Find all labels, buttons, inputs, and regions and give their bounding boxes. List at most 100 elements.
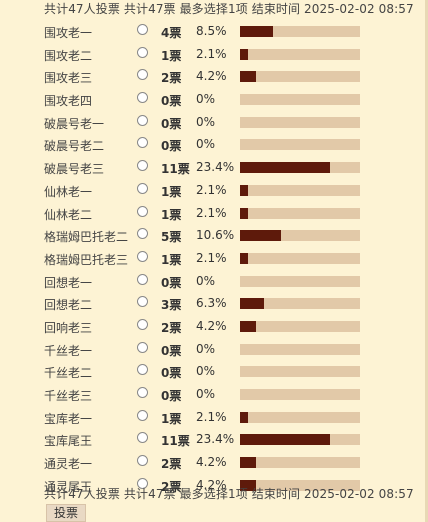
poll-option-label: 千丝老一	[44, 343, 93, 358]
poll-option-vote-count: 4票	[161, 26, 182, 40]
poll-option-row[interactable]: 围攻老二 1票 2.1%	[0, 43, 428, 66]
poll-option-row[interactable]: 千丝老三 0票 0%	[0, 383, 428, 406]
poll-option-bar-fill	[240, 252, 248, 264]
poll-option-row[interactable]: 格瑞姆巴托老三 1票 2.1%	[0, 247, 428, 270]
poll-option-radio[interactable]	[137, 24, 148, 35]
poll-option-radio[interactable]	[137, 137, 148, 149]
poll-option-row[interactable]: 宝库尾王 11票 23.4%	[0, 428, 428, 451]
poll-option-vote-count: 2票	[161, 320, 182, 335]
poll-option-bar-fill	[240, 457, 256, 469]
poll-option-label: 破晨号老一	[44, 116, 105, 131]
poll-option-label: 围攻老四	[44, 94, 93, 109]
poll-option-vote-count: 1票	[161, 252, 182, 267]
poll-option-percentage: 2.1%	[196, 409, 227, 424]
poll-option-percentage: 0%	[196, 273, 216, 288]
vote-button[interactable]: 投票	[46, 504, 87, 522]
poll-option-radio[interactable]	[137, 69, 148, 81]
poll-option-bar-track	[240, 479, 360, 491]
poll-option-bar-fill	[240, 162, 330, 174]
poll-option-radio[interactable]	[137, 228, 148, 240]
poll-option-bar-track	[240, 207, 360, 219]
poll-option-row[interactable]: 千丝老一 0票 0%	[0, 338, 428, 361]
poll-options-list: 围攻老一 4票 8.5% 围攻老二 1票 2.1% 围攻老三 2票 4.2% 围攻老四 0票 0% 破晨…	[0, 20, 428, 496]
poll-option-bar-fill	[240, 184, 248, 196]
poll-option-vote-count: 0票	[161, 116, 182, 131]
poll-option-label: 围攻老二	[44, 48, 93, 63]
poll-option-radio[interactable]	[137, 409, 148, 421]
poll-option-label: 宝库老一	[44, 411, 93, 426]
poll-option-bar-track	[240, 389, 360, 400]
poll-option-row[interactable]: 格瑞姆巴托老二 5票 10.6%	[0, 224, 428, 247]
poll-option-row[interactable]: 破晨号老一 0票 0%	[0, 111, 428, 134]
poll-option-vote-count: 11票	[161, 434, 190, 449]
poll-option-bar-track	[240, 230, 360, 242]
poll-option-label: 格瑞姆巴托老三	[44, 252, 129, 267]
poll-option-bar-fill	[240, 26, 273, 37]
poll-option-percentage: 0%	[196, 341, 216, 356]
poll-option-radio[interactable]	[137, 296, 148, 308]
poll-option-row[interactable]: 千丝老二 0票 0%	[0, 360, 428, 383]
poll-option-bar-track	[240, 298, 360, 310]
poll-option-radio[interactable]	[137, 182, 148, 194]
poll-option-vote-count: 0票	[161, 389, 182, 403]
page-edge-strip	[425, 0, 428, 522]
poll-option-radio[interactable]	[137, 205, 148, 217]
poll-option-radio[interactable]	[137, 273, 148, 285]
poll-option-label: 围攻老三	[44, 71, 93, 86]
poll-option-row[interactable]: 破晨号老二 0票 0%	[0, 133, 428, 156]
poll-option-radio[interactable]	[137, 341, 148, 353]
poll-option-vote-count: 2票	[161, 457, 182, 472]
poll-option-bar-track	[240, 116, 360, 128]
poll-option-label: 千丝老三	[44, 389, 93, 403]
poll-option-vote-count: 0票	[161, 139, 182, 154]
poll-option-row[interactable]: 破晨号老三 11票 23.4%	[0, 156, 428, 179]
poll-option-percentage: 10.6%	[196, 228, 235, 243]
poll-option-row[interactable]: 回响老三 2票 4.2%	[0, 315, 428, 338]
poll-option-radio[interactable]	[137, 250, 148, 262]
poll-option-radio[interactable]	[137, 387, 148, 398]
poll-option-row[interactable]: 围攻老四 0票 0%	[0, 88, 428, 111]
poll-option-row[interactable]: 仙林老二 1票 2.1%	[0, 202, 428, 225]
poll-option-percentage: 4.2%	[196, 455, 227, 470]
poll-option-bar-track	[240, 48, 360, 60]
poll-option-percentage: 2.1%	[196, 46, 227, 61]
poll-option-label: 格瑞姆巴托老二	[44, 230, 129, 245]
poll-option-label: 回想老二	[44, 298, 93, 313]
poll-option-bar-fill	[240, 479, 256, 491]
poll-option-vote-count: 1票	[161, 184, 182, 199]
poll-option-vote-count: 1票	[161, 411, 182, 426]
poll-option-vote-count: 0票	[161, 343, 182, 358]
poll-option-percentage: 23.4%	[196, 160, 235, 175]
poll-option-row[interactable]: 宝库老一 1票 2.1%	[0, 406, 428, 429]
poll-option-row[interactable]: 通灵老一 2票 4.2%	[0, 451, 428, 474]
poll-option-percentage: 8.5%	[196, 24, 227, 38]
poll-option-radio[interactable]	[137, 364, 148, 376]
poll-option-bar-fill	[240, 320, 256, 332]
poll-option-bar-track	[240, 275, 360, 287]
poll-option-bar-track	[240, 94, 360, 106]
poll-option-label: 通灵老一	[44, 457, 93, 472]
poll-option-radio[interactable]	[137, 92, 148, 104]
poll-option-radio[interactable]	[137, 318, 148, 330]
poll-option-row[interactable]: 回想老一 0票 0%	[0, 270, 428, 293]
poll-option-bar-track	[240, 457, 360, 469]
poll-option-percentage: 2.1%	[196, 205, 227, 220]
poll-option-row[interactable]: 回想老二 3票 6.3%	[0, 292, 428, 315]
poll-option-radio[interactable]	[137, 46, 148, 58]
poll-option-bar-track	[240, 26, 360, 37]
poll-option-bar-track	[240, 139, 360, 151]
poll-option-radio[interactable]	[137, 432, 148, 444]
poll-option-percentage: 2.1%	[196, 182, 227, 197]
poll-option-vote-count: 2票	[161, 71, 182, 86]
poll-option-label: 通灵尾王	[44, 479, 93, 494]
poll-option-label: 宝库尾王	[44, 434, 93, 449]
poll-option-row[interactable]: 围攻老三 2票 4.2%	[0, 65, 428, 88]
poll-option-radio[interactable]	[137, 455, 148, 467]
poll-option-row[interactable]: 围攻老一 4票 8.5%	[0, 20, 428, 43]
poll-option-radio[interactable]	[137, 160, 148, 172]
poll-option-radio[interactable]	[137, 477, 148, 489]
poll-option-bar-track	[240, 320, 360, 332]
poll-option-row[interactable]: 仙林老一 1票 2.1%	[0, 179, 428, 202]
poll-option-row[interactable]: 通灵尾王 2票 4.2%	[0, 474, 428, 497]
poll-option-radio[interactable]	[137, 114, 148, 126]
